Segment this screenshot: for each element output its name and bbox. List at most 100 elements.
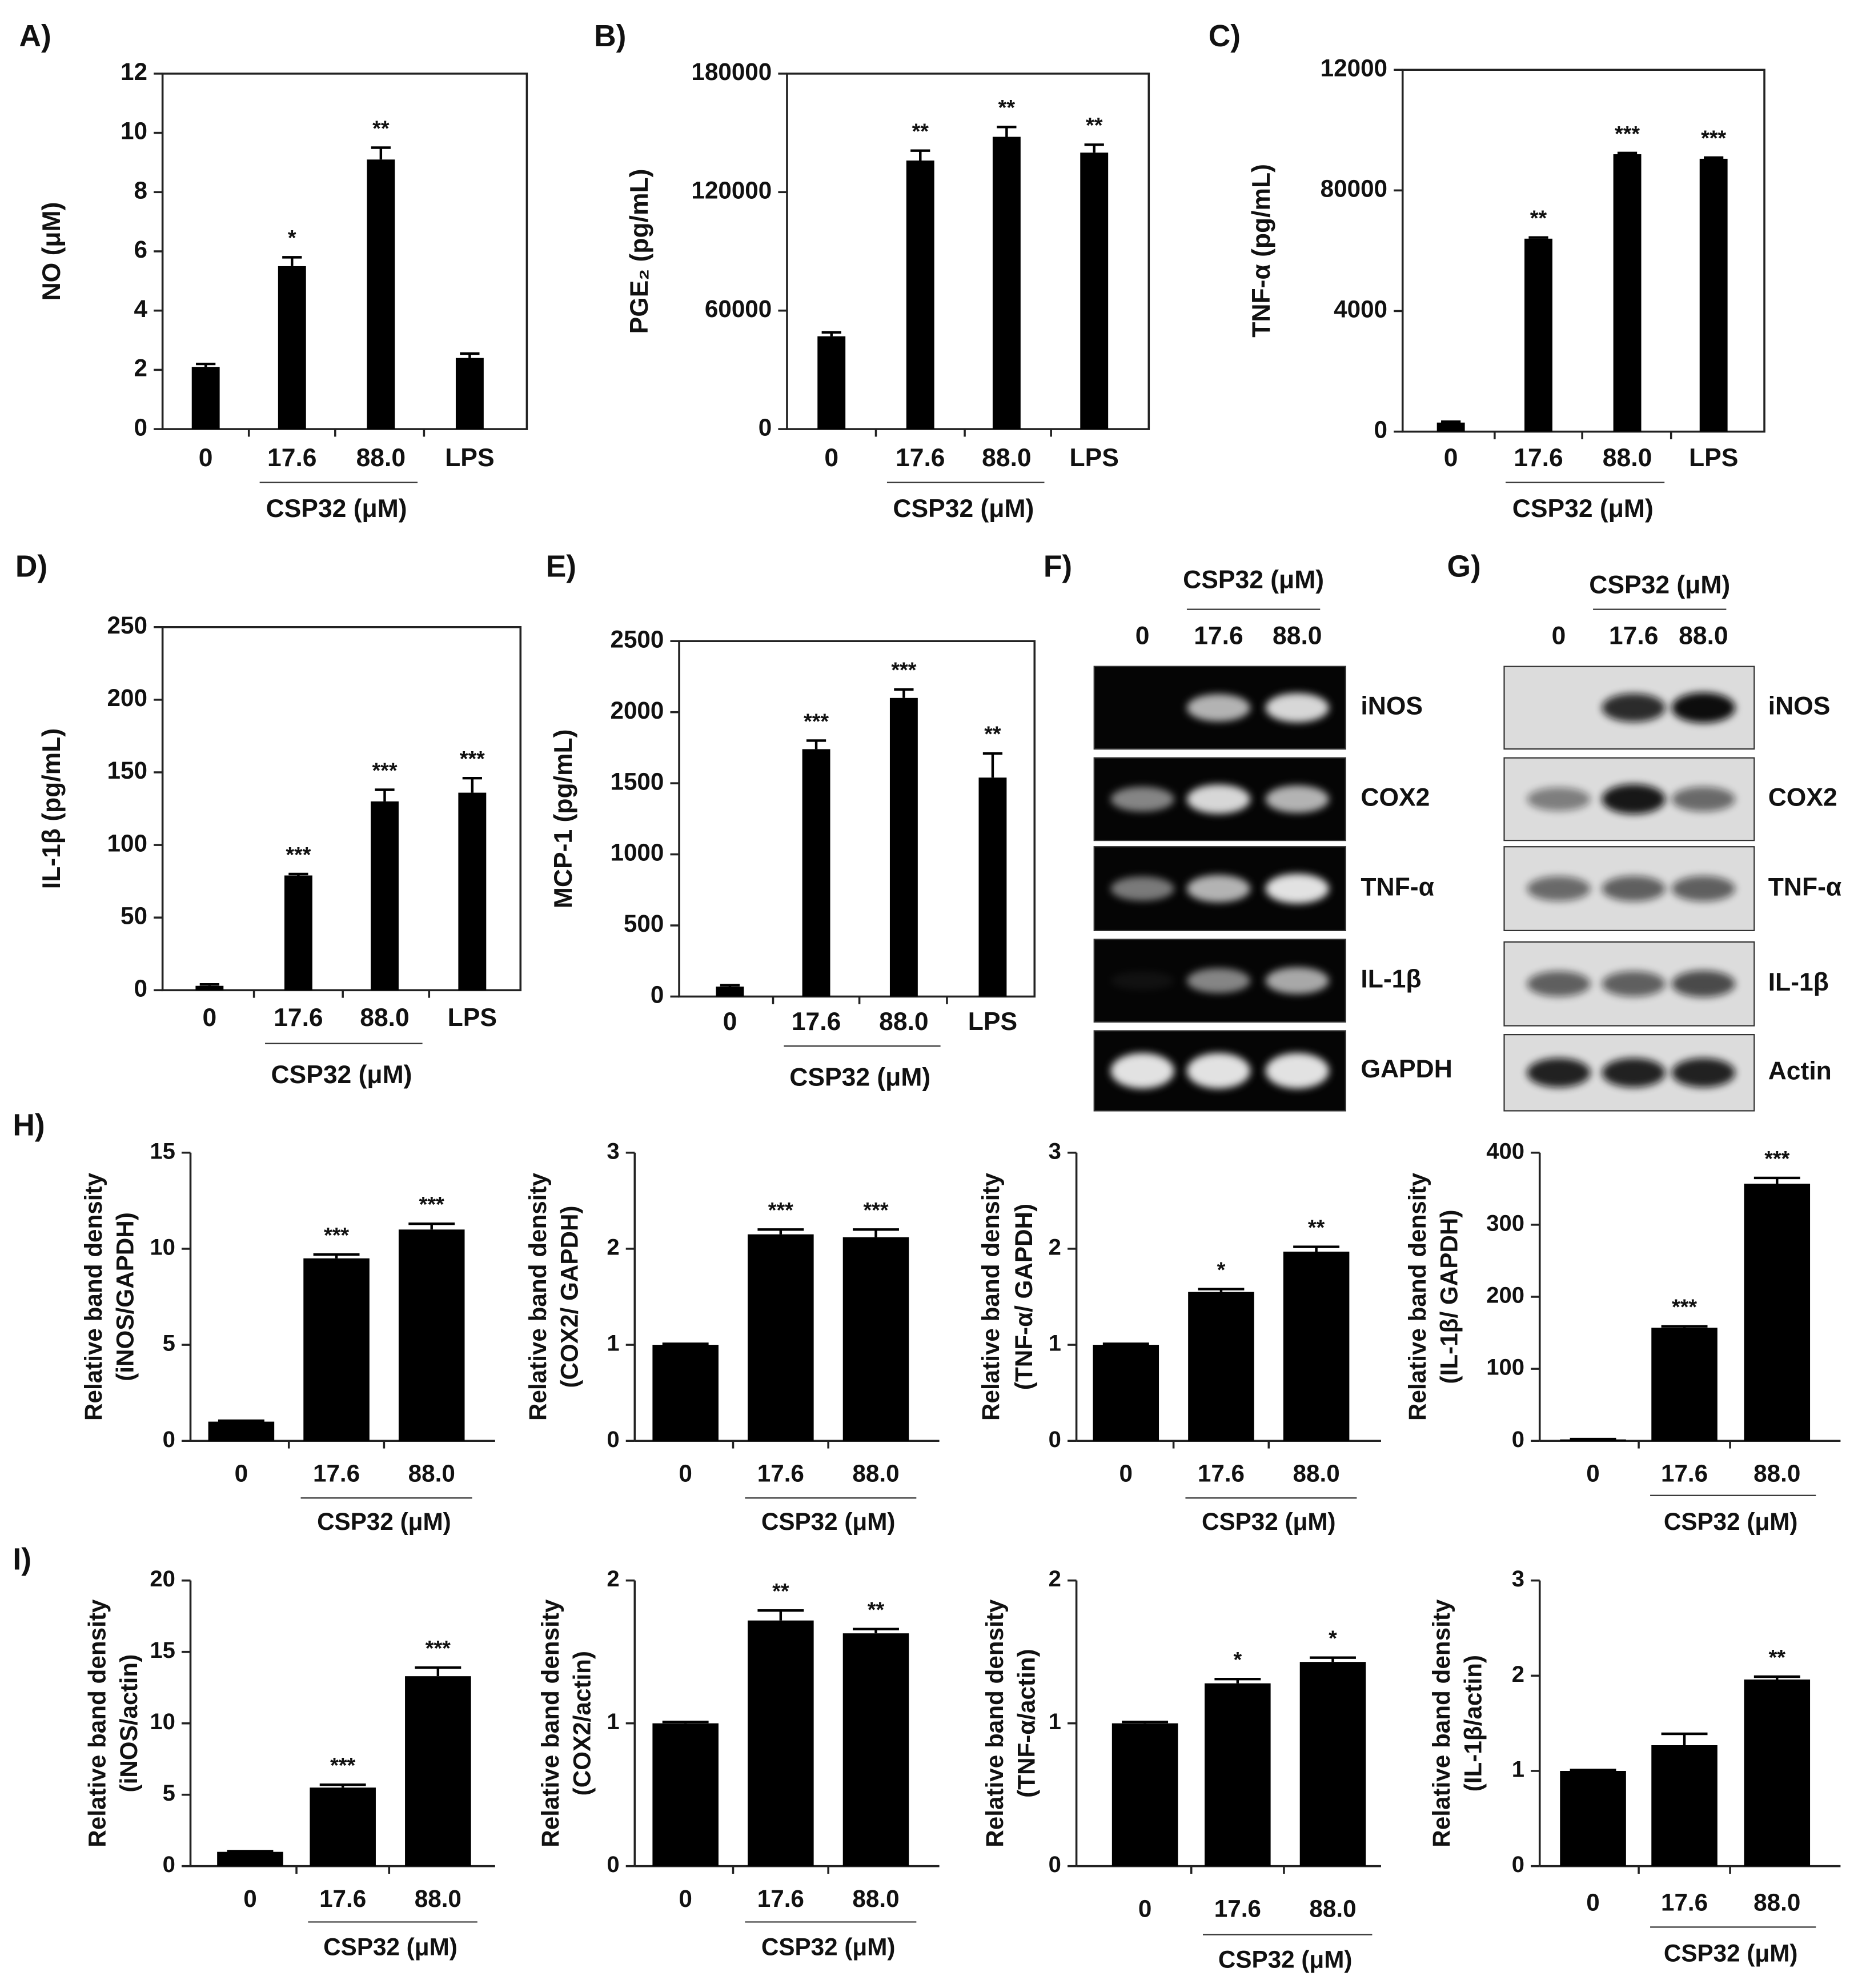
row-label: Actin [1768, 1057, 1832, 1085]
x-tick-label: 0 [1586, 1889, 1599, 1915]
blot-title: CSP32 (μM) [1183, 566, 1324, 594]
y-axis-label: Relative band density [84, 1599, 111, 1847]
bar [1093, 1345, 1159, 1441]
bar [367, 159, 395, 430]
y-axis-label: Relative band density [1404, 1172, 1431, 1421]
significance-mark: *** [891, 659, 916, 683]
row-label: iNOS [1768, 692, 1831, 720]
y-tick-label: 2 [1512, 1662, 1524, 1687]
significance-mark: ** [1530, 207, 1547, 231]
x-tick-label: 0 [235, 1460, 248, 1486]
group-label: CSP32 (μM) [271, 1061, 412, 1089]
row-label: COX2 [1768, 784, 1837, 812]
error-bar [199, 983, 219, 986]
x-tick-label: 17.6 [267, 444, 316, 472]
x-tick-label: LPS [1689, 444, 1738, 472]
y-tick-label: 100 [1486, 1355, 1524, 1380]
significance-mark: * [1329, 1627, 1337, 1651]
y-tick-label: 0 [1512, 1427, 1524, 1452]
bar [1651, 1745, 1717, 1866]
significance-mark: *** [460, 747, 485, 771]
bar [716, 987, 744, 997]
blot-band [1110, 1053, 1174, 1089]
y-tick-label: 8 [134, 177, 147, 203]
bar [906, 160, 934, 430]
blot-band [1671, 1058, 1735, 1088]
lane-label: 17.6 [1609, 622, 1659, 650]
x-tick-label: LPS [448, 1004, 497, 1032]
y-axis-label: IL-1β (pg/mL) [38, 728, 66, 889]
y-tick-label: 12 [121, 58, 147, 85]
lane-label: 0 [1135, 622, 1150, 650]
error-bar [1570, 1769, 1616, 1771]
y-tick-label: 2000 [610, 697, 664, 724]
error-bar [460, 352, 480, 358]
plot-frame [678, 640, 1036, 998]
error-bar [982, 752, 1003, 778]
x-tick-label: 17.6 [274, 1004, 323, 1032]
x-tick-label: 0 [199, 444, 213, 472]
blot-band [1265, 1053, 1329, 1089]
error-bar [415, 1666, 462, 1677]
x-tick-label: 88.0 [356, 444, 406, 472]
y-tick-label: 150 [107, 757, 147, 784]
significance-mark: ** [1308, 1216, 1325, 1240]
bar [1299, 1662, 1366, 1866]
blot-band [1602, 971, 1666, 997]
x-tick-label: 88.0 [1753, 1460, 1800, 1486]
significance-mark: ** [868, 1598, 885, 1622]
x-tick-label: 0 [202, 1004, 216, 1032]
lane-label: 17.6 [1194, 622, 1243, 650]
error-bar [1704, 156, 1724, 159]
significance-mark: *** [1615, 122, 1640, 146]
error-bar [757, 1228, 804, 1235]
y-tick-label: 2 [1049, 1235, 1061, 1260]
panel-label: A) [19, 19, 51, 53]
row-label: TNF-α [1768, 873, 1842, 901]
x-tick-label: 17.6 [1661, 1889, 1708, 1915]
panel-label: C) [1209, 19, 1241, 53]
x-tick-label: 88.0 [408, 1460, 455, 1486]
bar [1699, 158, 1728, 432]
bar [191, 367, 220, 430]
y-tick-label: 5 [163, 1781, 175, 1806]
y-tick-label: 0 [134, 975, 147, 1001]
y-axis-label: PGE₂ (pg/mL) [625, 169, 653, 334]
blot-band [1265, 693, 1329, 723]
x-tick-label: 17.6 [1514, 444, 1563, 472]
group-label: CSP32 (μM) [761, 1933, 896, 1960]
error-bar [282, 256, 302, 266]
blot-band [1265, 873, 1329, 904]
row-label: iNOS [1361, 692, 1423, 720]
x-tick-label: 88.0 [852, 1460, 899, 1486]
y-axis-label: Relative band density [80, 1172, 107, 1421]
x-tick-label: 0 [723, 1008, 737, 1036]
significance-mark: *** [286, 843, 311, 867]
bar [889, 698, 918, 997]
y-tick-label: 3 [607, 1139, 619, 1164]
y-tick-label: 60000 [705, 295, 772, 322]
bar [1744, 1680, 1811, 1866]
bar [652, 1723, 719, 1866]
y-axis-label: TNF-α (pg/mL) [1247, 164, 1275, 338]
lane-label: 0 [1552, 622, 1566, 650]
bar [1283, 1251, 1350, 1441]
significance-mark: *** [768, 1199, 793, 1223]
y-tick-label: 1 [1512, 1757, 1524, 1782]
bar [842, 1633, 909, 1866]
bar [371, 801, 399, 991]
error-bar [853, 1228, 899, 1237]
y-tick-label: 50 [121, 902, 147, 929]
error-bar [1441, 420, 1461, 423]
bar [217, 1851, 283, 1866]
blot-band [1110, 787, 1174, 812]
y-tick-label: 1 [607, 1709, 619, 1734]
significance-mark: ** [998, 96, 1016, 120]
x-tick-label: 88.0 [982, 444, 1032, 472]
y-tick-label: 100 [107, 829, 147, 856]
x-tick-label: 0 [243, 1885, 256, 1912]
bar [278, 266, 306, 430]
y-axis-label: Relative band density [981, 1599, 1008, 1847]
y-axis-label: (iNOS/GAPDH) [112, 1212, 139, 1381]
group-label: CSP32 (μM) [1664, 1939, 1798, 1966]
